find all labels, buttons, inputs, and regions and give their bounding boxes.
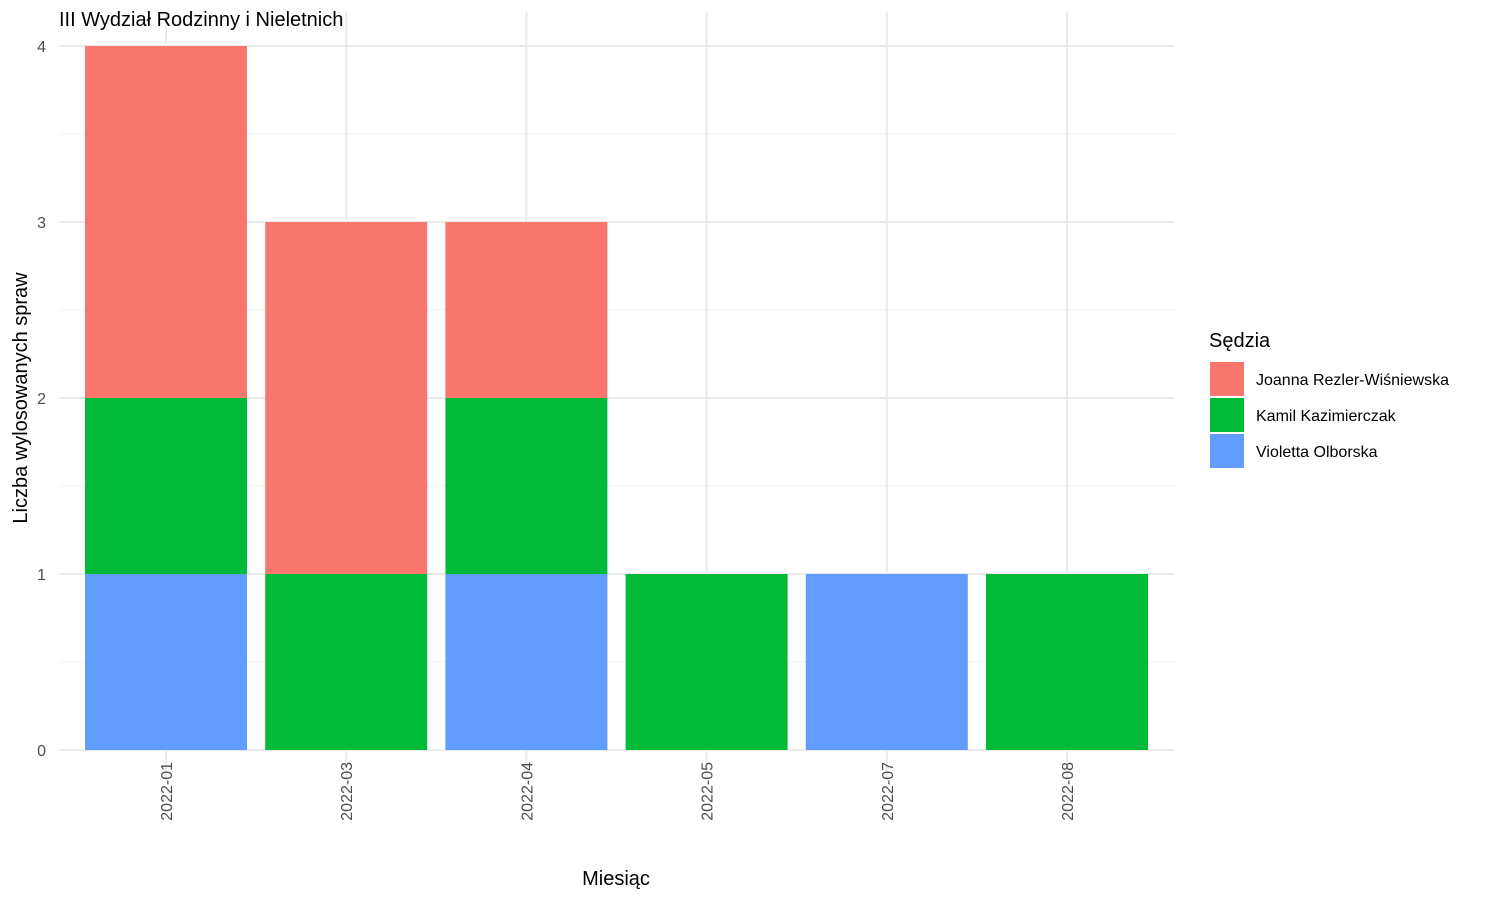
bar-segment [625,574,788,750]
y-tick-label: 3 [37,215,46,232]
bar-segment [265,222,428,574]
bar-segment [85,574,247,750]
x-axis-title: Miesiąc [582,868,650,890]
legend: Sędzia Joanna Rezler-Wiśniewska Kamil Kaz… [1209,330,1449,468]
x-tick-label: 2022-04 [519,762,536,821]
y-tick-label: 1 [37,567,46,584]
y-tick-label: 0 [37,743,46,760]
bars [85,46,1148,750]
y-axis-ticks: 0 1 2 3 4 [37,39,46,760]
y-tick-label: 2 [37,391,46,408]
y-axis-title: Liczba wylosowanych spraw [10,272,32,524]
bar-segment [986,574,1148,750]
legend-key [1210,434,1244,468]
legend-title: Sędzia [1209,330,1271,352]
bar-segment [265,574,428,750]
legend-label: Violetta Olborska [1256,444,1378,461]
legend-key [1210,362,1244,396]
x-tick-label: 2022-01 [159,762,176,821]
bar-segment [805,574,968,750]
bar-segment [445,222,608,398]
x-tick-label: 2022-08 [1060,762,1077,821]
x-tick-label: 2022-07 [880,762,897,821]
y-tick-label: 4 [37,39,46,56]
chart-title: III Wydział Rodzinny i Nieletnich [59,9,343,31]
bar-segment [445,574,608,750]
x-axis-ticks: 2022-01 2022-03 2022-04 2022-05 2022-07 2022-… [159,762,1077,821]
x-tick-label: 2022-05 [700,762,717,821]
legend-label: Joanna Rezler-Wiśniewska [1256,372,1449,389]
legend-label: Kamil Kazimierczak [1256,408,1397,425]
x-tick-label: 2022-03 [339,762,356,821]
bar-segment [445,398,608,574]
bar-segment [85,398,247,574]
legend-key [1210,398,1244,432]
bar-segment [85,46,247,398]
